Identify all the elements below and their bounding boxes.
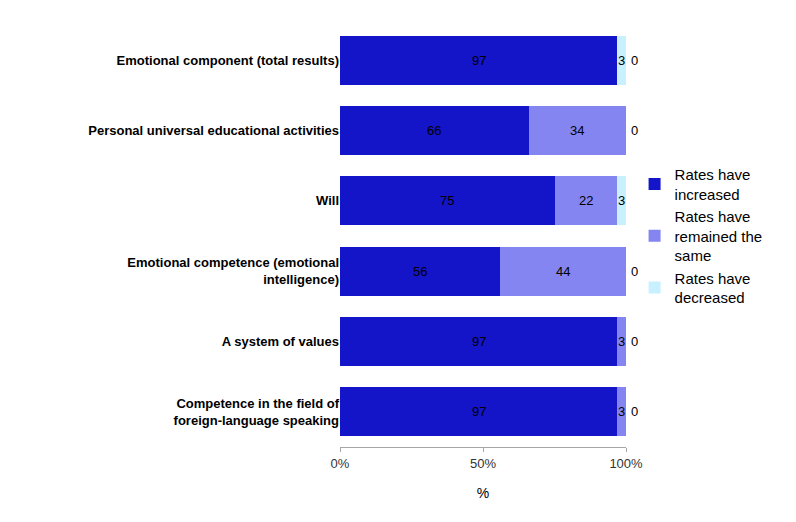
svg-text:3: 3 (618, 334, 625, 349)
svg-text:0: 0 (631, 123, 638, 138)
svg-text:0%: 0% (331, 456, 350, 471)
svg-text:66: 66 (427, 123, 441, 138)
svg-text:100%: 100% (609, 456, 643, 471)
svg-text:75: 75 (440, 193, 454, 208)
svg-text:A system of values: A system of values (222, 334, 339, 349)
svg-text:Emotional competence (emotiona: Emotional competence (emotionalintellige… (127, 255, 339, 287)
svg-text:50%: 50% (470, 456, 496, 471)
svg-text:Rates haveremained thesame: Rates haveremained thesame (675, 208, 763, 264)
svg-text:3: 3 (618, 53, 625, 68)
svg-text:34: 34 (570, 123, 584, 138)
svg-text:97: 97 (472, 334, 486, 349)
svg-text:Emotional component (total res: Emotional component (total results) (117, 53, 339, 68)
svg-text:0: 0 (631, 334, 638, 349)
svg-text:Rates havedecreased: Rates havedecreased (675, 270, 751, 307)
svg-text:%: % (477, 485, 489, 501)
svg-text:Competence in the field offore: Competence in the field offoreign-langua… (174, 396, 340, 428)
svg-text:44: 44 (556, 264, 570, 279)
svg-text:97: 97 (472, 404, 486, 419)
svg-text:22: 22 (579, 193, 593, 208)
svg-text:0: 0 (631, 53, 638, 68)
svg-text:0: 0 (631, 404, 638, 419)
svg-text:Rates haveincreased: Rates haveincreased (675, 166, 751, 203)
svg-text:3: 3 (618, 404, 625, 419)
svg-text:Will: Will (316, 193, 339, 208)
svg-text:3: 3 (618, 193, 625, 208)
svg-text:97: 97 (472, 53, 486, 68)
svg-text:Personal universal educational: Personal universal educational activitie… (88, 123, 339, 138)
svg-text:56: 56 (413, 264, 427, 279)
svg-text:0: 0 (631, 264, 638, 279)
